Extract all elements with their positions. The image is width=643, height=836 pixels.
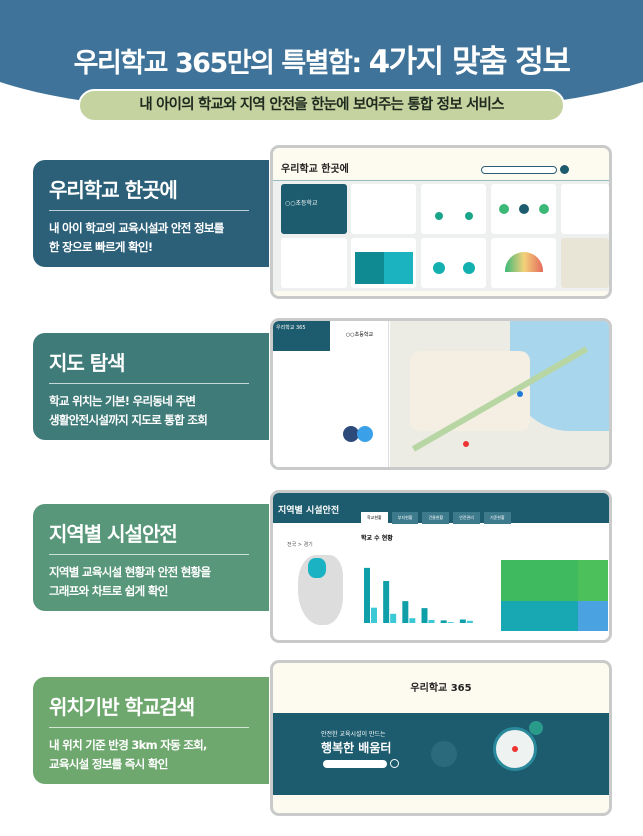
map-view[interactable] (390, 321, 609, 467)
map-pin-icon[interactable] (463, 441, 469, 447)
screenshot-school-overview: 우리학교 한곳에 ○○초등학교 (270, 145, 612, 299)
bar-전국 (440, 620, 447, 623)
screenshot-regional-safety: 지역별 시설안전 학교현황 부지현황 건물현황 안전관리 기준현황 전국 > 경… (270, 490, 612, 643)
search-icon[interactable] (390, 759, 399, 768)
tab-site[interactable]: 부지현황 (391, 512, 419, 524)
chart-title: 학교 수 현황 (361, 535, 393, 542)
bar-chart (364, 567, 473, 623)
bar-경기 (466, 620, 473, 623)
korea-map[interactable] (298, 555, 343, 625)
search-input[interactable] (481, 166, 557, 174)
headline: 행복한 배움터 (321, 741, 392, 755)
tab-standard[interactable]: 기준현황 (483, 512, 511, 524)
page-title: 우리학교 365만의 특별함: 4가지 맞춤 정보 (73, 44, 571, 80)
feature-map-explore: 지도 탐색 학교 위치는 기본! 우리동네 주변 생활안전시설까지 지도로 통합 조… (33, 333, 269, 440)
bar-경기 (409, 618, 416, 623)
bar-전국 (364, 567, 370, 623)
subtitle-pill: 내 아이의 학교와 지역 안전을 한눈에 보여주는 통합 정보 서비스 (78, 89, 565, 122)
feature-location-search: 위치기반 학교검색 내 위치 기준 반경 3km 자동 조회, 교육시설 정보를 즉… (33, 677, 269, 784)
screenshot-map-explore: 우리학교 365 ○○초등학교 (270, 318, 612, 470)
feature-regional-safety: 지역별 시설안전 지역별 교육시설 현황과 안전 현황을 그래프와 차트로 쉽게 확… (33, 504, 269, 611)
feature-school-overview: 우리학교 한곳에 내 아이 학교의 교육시설과 안전 정보를 한 장으로 빠르게 확… (33, 160, 269, 267)
search-input[interactable] (323, 760, 387, 768)
tab-building[interactable]: 건물현황 (422, 512, 450, 524)
bar-경기 (390, 613, 397, 623)
bar-전국 (459, 619, 466, 623)
school-card: ○○초등학교 (281, 184, 347, 234)
shot-title: 우리학교 한곳에 (281, 164, 349, 175)
map-preview (493, 727, 537, 771)
tab-school[interactable]: 학교현황 (361, 512, 388, 524)
header-banner (0, 0, 643, 112)
map-pin-icon[interactable] (517, 391, 523, 397)
bar-전국 (421, 608, 428, 623)
bar-경기 (447, 622, 454, 623)
bar-경기 (371, 607, 377, 623)
bar-전국 (383, 581, 390, 623)
bar-경기 (428, 619, 435, 623)
search-icon[interactable] (560, 165, 569, 174)
shot-title: 지역별 시설안전 (278, 506, 340, 516)
bar-전국 (402, 601, 409, 623)
brand-logo: 우리학교 365 (410, 683, 472, 694)
tab-safety[interactable]: 안전관리 (453, 512, 480, 524)
screenshot-location-search: 우리학교 365 안전한 교육시설이 만드는 행복한 배움터 (270, 660, 612, 816)
